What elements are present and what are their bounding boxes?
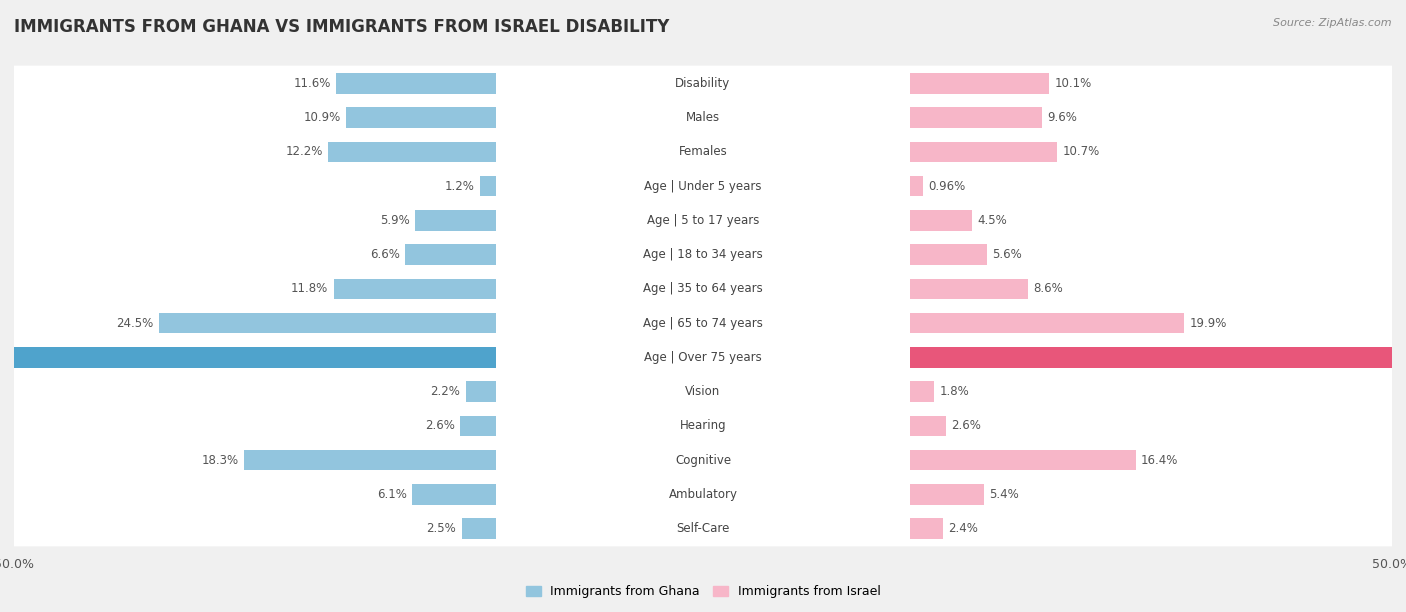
FancyBboxPatch shape (14, 168, 1392, 204)
Bar (333, 278, 496, 299)
Text: 4.5%: 4.5% (977, 214, 1007, 227)
Text: 5.6%: 5.6% (993, 248, 1022, 261)
FancyBboxPatch shape (14, 511, 1392, 547)
Bar (910, 347, 1406, 368)
FancyBboxPatch shape (14, 340, 1392, 375)
Text: 8.6%: 8.6% (1033, 282, 1063, 296)
Bar (405, 244, 496, 265)
Text: IMMIGRANTS FROM GHANA VS IMMIGRANTS FROM ISRAEL DISABILITY: IMMIGRANTS FROM GHANA VS IMMIGRANTS FROM… (14, 18, 669, 36)
Text: 16.4%: 16.4% (1142, 453, 1178, 466)
Text: 24.5%: 24.5% (115, 316, 153, 330)
Text: Age | 5 to 17 years: Age | 5 to 17 years (647, 214, 759, 227)
Text: 5.4%: 5.4% (990, 488, 1019, 501)
Text: Age | Under 5 years: Age | Under 5 years (644, 180, 762, 193)
Text: Source: ZipAtlas.com: Source: ZipAtlas.com (1274, 18, 1392, 28)
Bar (910, 416, 945, 436)
FancyBboxPatch shape (14, 65, 1392, 101)
Bar (910, 141, 1057, 162)
Bar (910, 244, 987, 265)
Bar (910, 210, 972, 231)
Bar (910, 518, 943, 539)
Bar (415, 210, 496, 231)
Text: 12.2%: 12.2% (285, 146, 323, 159)
Bar (910, 313, 1184, 334)
Bar (0, 347, 496, 368)
Text: Age | 18 to 34 years: Age | 18 to 34 years (643, 248, 763, 261)
Text: Age | Over 75 years: Age | Over 75 years (644, 351, 762, 364)
Text: 2.4%: 2.4% (948, 522, 979, 535)
Bar (910, 176, 922, 196)
Text: Cognitive: Cognitive (675, 453, 731, 466)
FancyBboxPatch shape (14, 305, 1392, 341)
Text: Age | 35 to 64 years: Age | 35 to 64 years (643, 282, 763, 296)
Bar (461, 416, 496, 436)
Bar (910, 484, 984, 504)
Text: 0.96%: 0.96% (928, 180, 966, 193)
Bar (910, 73, 1049, 94)
Bar (461, 518, 496, 539)
Text: 2.5%: 2.5% (426, 522, 457, 535)
Text: 11.6%: 11.6% (294, 77, 330, 90)
Text: 10.1%: 10.1% (1054, 77, 1091, 90)
Bar (910, 381, 935, 402)
Bar (465, 381, 496, 402)
FancyBboxPatch shape (14, 203, 1392, 238)
Bar (479, 176, 496, 196)
FancyBboxPatch shape (14, 271, 1392, 307)
Text: 1.8%: 1.8% (941, 385, 970, 398)
Bar (336, 73, 496, 94)
Text: 9.6%: 9.6% (1047, 111, 1077, 124)
Text: 19.9%: 19.9% (1189, 316, 1227, 330)
Text: Disability: Disability (675, 77, 731, 90)
FancyBboxPatch shape (14, 477, 1392, 512)
FancyBboxPatch shape (14, 100, 1392, 135)
Text: Males: Males (686, 111, 720, 124)
Bar (910, 278, 1028, 299)
Text: 11.8%: 11.8% (291, 282, 328, 296)
Bar (910, 108, 1042, 128)
FancyBboxPatch shape (14, 408, 1392, 444)
Legend: Immigrants from Ghana, Immigrants from Israel: Immigrants from Ghana, Immigrants from I… (520, 580, 886, 603)
Text: 5.9%: 5.9% (380, 214, 409, 227)
Bar (245, 450, 496, 471)
Bar (159, 313, 496, 334)
Text: 6.1%: 6.1% (377, 488, 406, 501)
Text: Females: Females (679, 146, 727, 159)
Text: Self-Care: Self-Care (676, 522, 730, 535)
Text: Vision: Vision (685, 385, 721, 398)
Bar (910, 450, 1136, 471)
Text: 10.9%: 10.9% (304, 111, 340, 124)
Text: Hearing: Hearing (679, 419, 727, 432)
Text: 1.2%: 1.2% (444, 180, 474, 193)
Bar (346, 108, 496, 128)
Text: 18.3%: 18.3% (201, 453, 239, 466)
FancyBboxPatch shape (14, 442, 1392, 478)
Bar (412, 484, 496, 504)
Text: Age | 65 to 74 years: Age | 65 to 74 years (643, 316, 763, 330)
Text: Ambulatory: Ambulatory (668, 488, 738, 501)
Text: 10.7%: 10.7% (1063, 146, 1099, 159)
FancyBboxPatch shape (14, 374, 1392, 409)
FancyBboxPatch shape (14, 237, 1392, 272)
Bar (328, 141, 496, 162)
Text: 6.6%: 6.6% (370, 248, 399, 261)
FancyBboxPatch shape (14, 134, 1392, 170)
Text: 2.6%: 2.6% (950, 419, 981, 432)
Text: 2.6%: 2.6% (425, 419, 456, 432)
Text: 2.2%: 2.2% (430, 385, 461, 398)
